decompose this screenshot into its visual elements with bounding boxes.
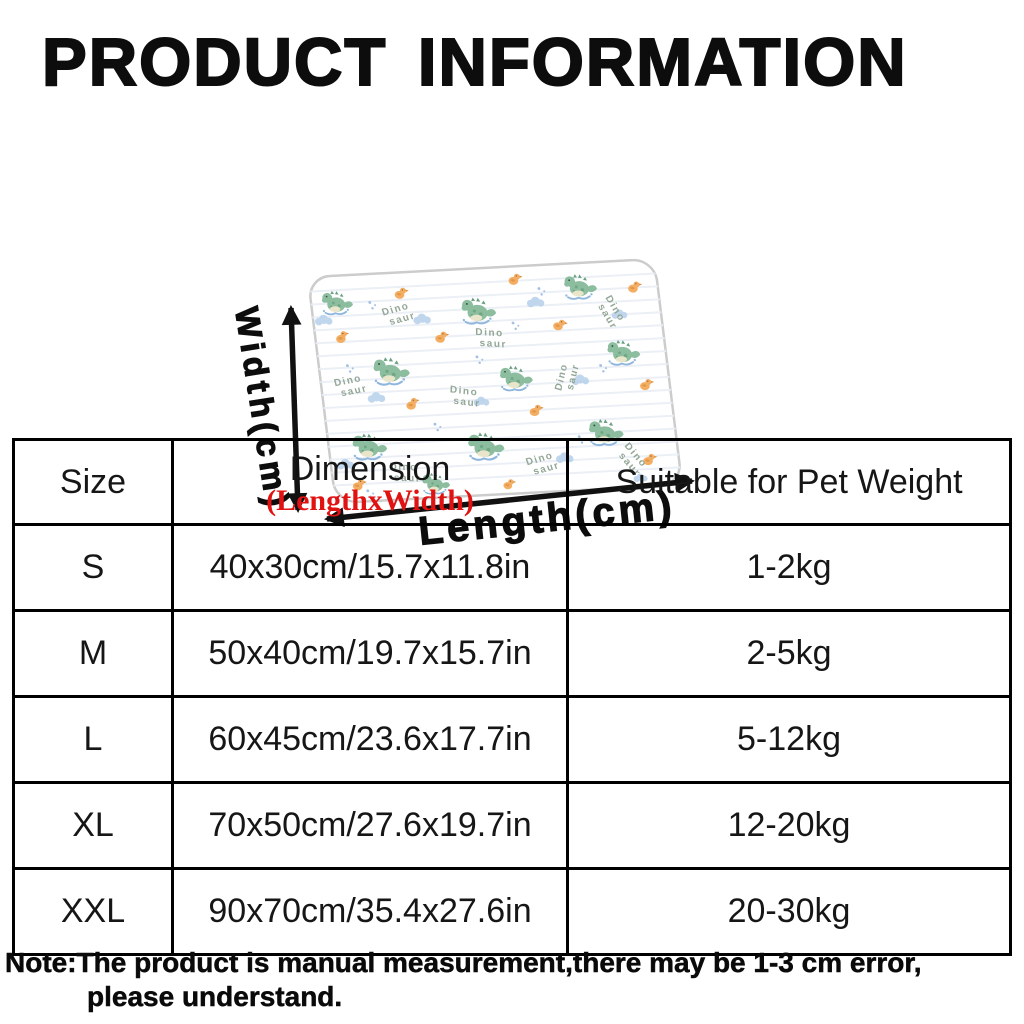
note: Note:The product is manual measurement,t… — [5, 946, 1021, 1014]
table-row: M 50x40cm/19.7x15.7in 2-5kg — [12, 609, 1012, 698]
page-title: PRODUCT INFORMATION — [41, 25, 908, 100]
col-header-weight: Suitable for Pet Weight — [566, 438, 1012, 526]
col-header-dimension-title: Dimension — [289, 449, 451, 488]
table-row: S 40x30cm/15.7x11.8in 1-2kg — [12, 523, 1012, 612]
col-header-size: Size — [12, 438, 174, 526]
dimension-cell: 70x50cm/27.6x19.7in — [171, 781, 569, 870]
weight-cell: 20-30kg — [566, 867, 1012, 956]
size-table: Size Dimension (LengthxWidth) Suitable f… — [12, 438, 1012, 956]
size-cell: XXL — [12, 867, 174, 956]
size-cell: S — [12, 523, 174, 612]
table-row: XXL 90x70cm/35.4x27.6in 20-30kg — [12, 867, 1012, 956]
dimension-cell: 50x40cm/19.7x15.7in — [171, 609, 569, 698]
note-line2: please understand. — [87, 981, 343, 1013]
weight-cell: 2-5kg — [566, 609, 1012, 698]
weight-cell: 1-2kg — [566, 523, 1012, 612]
dimension-cell: 90x70cm/35.4x27.6in — [171, 867, 569, 956]
col-header-dimension: Dimension (LengthxWidth) — [171, 438, 569, 526]
size-cell: M — [12, 609, 174, 698]
size-cell: XL — [12, 781, 174, 870]
dimension-cell: 60x45cm/23.6x17.7in — [171, 695, 569, 784]
weight-cell: 5-12kg — [566, 695, 1012, 784]
weight-cell: 12-20kg — [566, 781, 1012, 870]
dimension-cell: 40x30cm/15.7x11.8in — [171, 523, 569, 612]
note-line1: Note:The product is manual measurement,t… — [5, 947, 922, 979]
col-header-dimension-subtitle: (LengthxWidth) — [266, 483, 474, 517]
table-row: XL 70x50cm/27.6x19.7in 12-20kg — [12, 781, 1012, 870]
table-header-row: Size Dimension (LengthxWidth) Suitable f… — [12, 438, 1012, 526]
product-illustration: Dino saur — [0, 120, 1024, 554]
table-row: L 60x45cm/23.6x17.7in 5-12kg — [12, 695, 1012, 784]
size-cell: L — [12, 695, 174, 784]
